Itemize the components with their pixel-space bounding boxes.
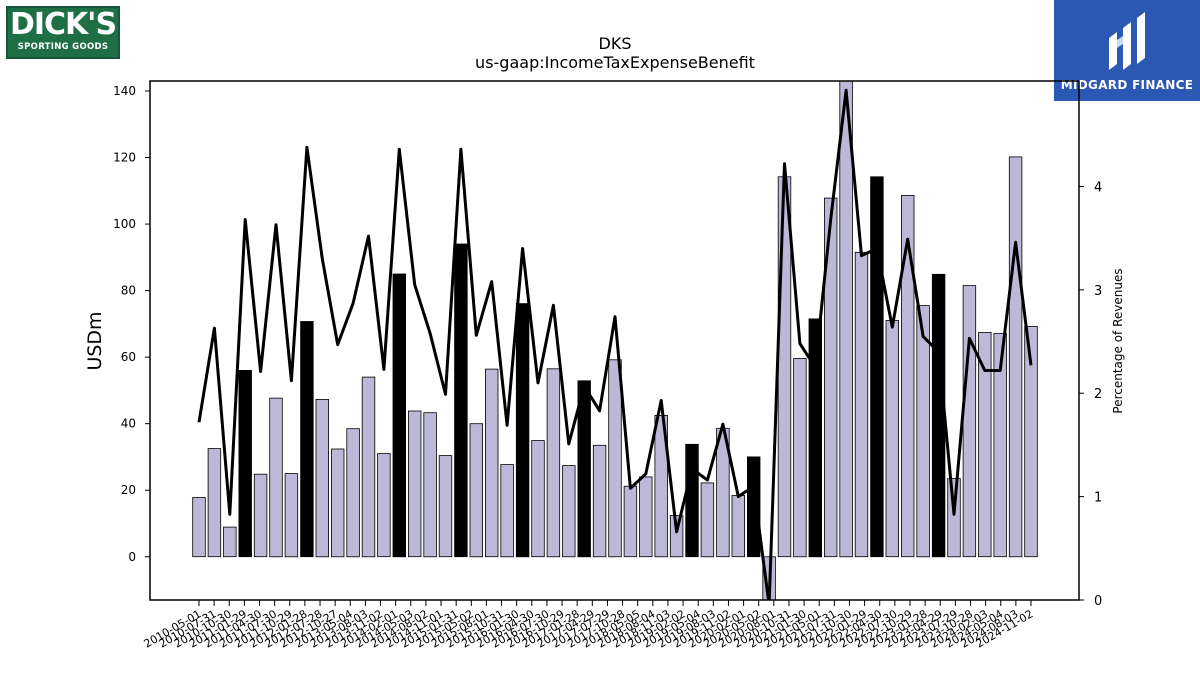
y-tick-label: 100 [113, 217, 136, 231]
bar-2022-01-29 [901, 194, 915, 558]
bar-2011-04-30 [253, 473, 268, 558]
bar-2016-07-30 [562, 465, 576, 558]
y2-tick-label: 2 [1094, 387, 1102, 402]
dicks-sporting-goods-logo: DICK'S SPORTING GOODS [6, 6, 120, 59]
y-tick-label: 80 [121, 284, 136, 298]
bar-2020-05-02 [793, 358, 807, 558]
y-axis-label: USDm [84, 311, 106, 370]
bar-2020-08-01 [808, 318, 823, 558]
plot-frame [149, 80, 1080, 601]
bar-2011-10-29 [284, 473, 299, 558]
bar-2022-07-30 [931, 273, 946, 558]
bar-2014-08-02 [438, 455, 453, 558]
percentage-of-revenues-line [197, 88, 1033, 600]
bar-2021-07-31 [870, 176, 884, 558]
y2-tick-label: 0 [1094, 594, 1102, 609]
bar-2013-11-02 [392, 273, 407, 558]
bar-2023-07-29 [993, 333, 1007, 558]
bar-2022-10-29 [947, 478, 961, 558]
bar-2015-05-02 [484, 368, 499, 558]
percentage-line-series [197, 88, 1033, 600]
bar-2012-10-27 [346, 428, 360, 558]
x-axis-ticks: 2010-05-012010-07-312010-10-302011-01-29… [142, 600, 1036, 651]
bar-2012-04-28 [315, 398, 330, 558]
y-tick-label: 60 [121, 350, 136, 364]
bar-2015-01-31 [469, 423, 484, 558]
bar-2017-10-28 [639, 476, 653, 558]
bar-2023-04-29 [978, 332, 992, 558]
y-axis-ticks: 0 20 40 60 80 100 120 140 [113, 84, 150, 564]
bar-2017-07-29 [623, 485, 638, 558]
bar-2018-08-04 [685, 443, 699, 558]
bar-2018-11-03 [700, 482, 715, 558]
bar-2013-05-04 [361, 376, 376, 558]
midgard-mark-icon [1109, 12, 1145, 70]
bar-2020-02-01 [777, 176, 792, 558]
y2-axis-ticks: 0 1 2 3 4 [1079, 180, 1102, 609]
y-tick-label: 140 [113, 84, 136, 98]
chart-title: DKS [599, 34, 632, 53]
bar-2013-08-03 [377, 453, 391, 558]
bar-2011-07-30 [269, 397, 283, 558]
bar-2014-02-01 [407, 410, 422, 558]
bar-2014-05-03 [423, 412, 437, 558]
bar-2010-05-01 [192, 497, 206, 558]
bar-2020-10-31 [824, 197, 838, 558]
y-tick-label: 40 [121, 417, 136, 431]
bar-2024-02-03 [1024, 326, 1038, 558]
bar-2012-01-28 [300, 321, 314, 558]
bar-2019-05-04 [731, 495, 746, 558]
bar-2015-10-31 [515, 303, 530, 558]
bar-2010-10-30 [223, 526, 237, 558]
y-tick-label: 120 [113, 151, 136, 165]
bar-2017-01-28 [592, 444, 607, 558]
midgard-finance-name: MIDGARD FINANCE [1060, 78, 1194, 92]
logo-tagline: SPORTING GOODS [17, 42, 109, 52]
y2-tick-label: 4 [1094, 180, 1102, 195]
bar-2012-07-28 [330, 448, 345, 558]
bar-2023-01-28 [962, 285, 977, 558]
bar-2011-01-29 [238, 369, 252, 558]
y-tick-label: 20 [121, 483, 136, 497]
bar-2023-10-28 [1008, 156, 1023, 558]
y2-tick-label: 3 [1094, 284, 1102, 299]
y2-tick-label: 1 [1094, 491, 1102, 506]
y-tick-label: 0 [128, 550, 136, 564]
bar-2018-05-05 [669, 515, 684, 558]
bar-2021-10-30 [885, 320, 900, 558]
bar-2016-10-29 [577, 380, 591, 558]
bar-2019-08-03 [747, 456, 761, 558]
bar-2022-04-30 [916, 305, 930, 558]
bar-2018-02-03 [654, 414, 668, 558]
y2-axis-label: Percentage of Revenues [1111, 268, 1125, 413]
chart-subtitle: us-gaap:IncomeTaxExpenseBenefit [475, 53, 755, 72]
bar-series [192, 80, 1038, 601]
logo-wordmark: DICK'S [9, 7, 117, 42]
bar-2016-01-30 [531, 440, 545, 558]
bar-2014-11-01 [454, 243, 468, 558]
bar-2015-08-01 [500, 464, 514, 558]
bar-2021-05-01 [854, 251, 869, 558]
bar-2017-04-29 [608, 359, 622, 558]
bar-2016-04-30 [546, 368, 561, 558]
bar-2010-07-31 [207, 448, 222, 558]
